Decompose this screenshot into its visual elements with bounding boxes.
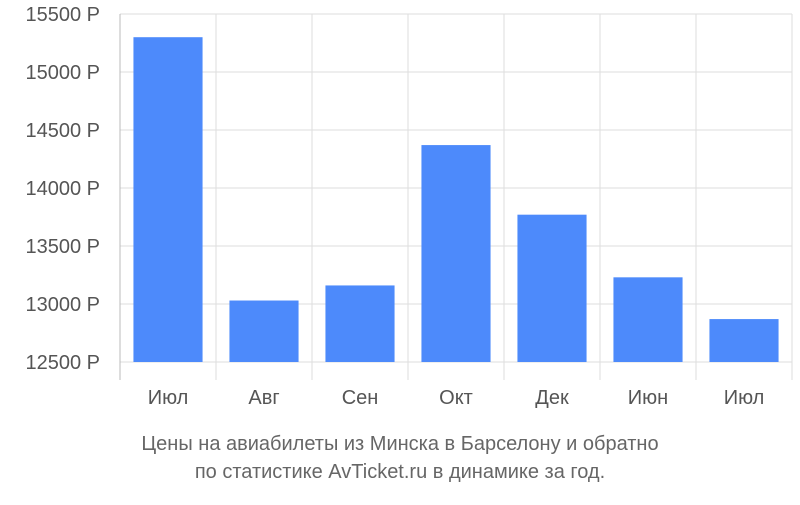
chart-caption-line-2: по статистике AvTicket.ru в динамике за … [194,461,606,483]
x-tick-label: Дек [535,387,569,409]
bar [709,319,779,362]
x-tick-label: Авг [248,387,279,409]
chart-caption-line-1: Цены на авиабилеты из Минска в Барселону… [141,433,659,455]
x-tick-label: Июл [148,387,189,409]
tick-labels: 12500 Р 13000 Р 13500 Р 14000 Р 14500 Р 15000… [25,4,764,409]
y-tick-label: 13500 Р [25,236,100,258]
x-tick-label: Июн [628,387,668,409]
x-tick-label: Окт [439,387,473,409]
grid-lines [120,13,793,380]
y-tick-label: 13000 Р [25,294,100,316]
bar [421,145,491,362]
y-tick-label: 15000 Р [25,62,100,84]
bar [517,214,587,362]
bars [133,37,779,362]
y-tick-label: 14000 Р [25,178,100,200]
x-tick-label: Сен [342,387,379,409]
bar [613,277,683,362]
bar [133,37,203,362]
y-tick-label: 15500 Р [25,4,100,26]
bar [325,285,395,362]
y-tick-label: 14500 Р [25,120,100,142]
bar [229,300,299,362]
y-tick-label: 12500 Р [25,352,100,374]
x-tick-label: Июл [724,387,765,409]
